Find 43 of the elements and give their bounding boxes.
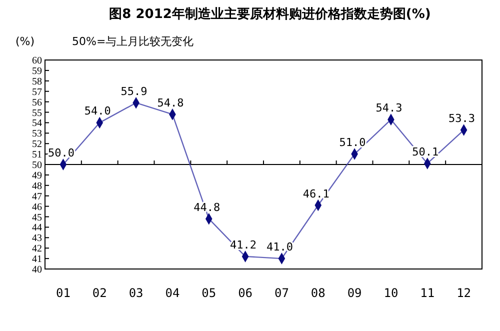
data-label: 51.0 [339, 136, 366, 150]
y-tick-label: 40 [32, 264, 42, 276]
data-label: 54.0 [84, 104, 111, 118]
data-label: 50.0 [48, 146, 74, 160]
x-tick-label: 06 [238, 286, 253, 300]
y-tick-label: 50 [32, 160, 42, 171]
x-tick-label: 07 [274, 286, 289, 300]
x-tick-label: 11 [420, 286, 435, 300]
data-label: 54.8 [157, 96, 184, 110]
x-tick-label: 04 [165, 286, 180, 300]
x-tick-label: 05 [202, 286, 216, 300]
y-tick-label: 54 [32, 118, 42, 130]
data-label: 55.9 [120, 84, 148, 98]
y-tick-label: 58 [32, 76, 42, 88]
y-axis-title: (%) [15, 35, 35, 48]
y-tick-label: 60 [32, 56, 42, 66]
y-tick-label: 46 [32, 202, 42, 213]
y-tick-label: 53 [32, 128, 42, 140]
y-tick-label: 57 [32, 86, 42, 98]
text: 50%=与上月比较无变化 [72, 35, 194, 48]
x-tick-label: 01 [56, 286, 70, 300]
x-tick-label: 02 [92, 286, 107, 300]
chart-title: 图8 2012年制造业主要原材料购进价格指数走势图(%) [109, 6, 431, 22]
y-tick-label: 49 [32, 170, 42, 182]
x-tick-label: 08 [310, 286, 326, 300]
y-tick-label: 47 [32, 191, 42, 202]
x-tick-label: 09 [347, 286, 362, 300]
y-tick-label: 51 [32, 150, 42, 161]
y-tick-label: 43 [32, 233, 42, 244]
y-tick-label: 41 [32, 254, 42, 266]
data-label: 54.3 [376, 102, 402, 115]
y-tick-label: 56 [32, 97, 42, 108]
y-tick-label: 48 [32, 180, 42, 192]
y-tick-label: 44 [32, 222, 42, 234]
y-tick-label: 52 [32, 139, 42, 150]
y-tick-label: 42 [32, 244, 42, 255]
data-label: 53.3 [448, 112, 476, 126]
x-tick-label: 10 [384, 286, 398, 300]
x-tick-label: 12 [456, 286, 472, 300]
y-tick-label: 59 [32, 66, 42, 77]
y-tick-label: 45 [32, 212, 42, 224]
y-tick-label: 55 [32, 108, 42, 119]
x-tick-label: 03 [128, 286, 144, 300]
